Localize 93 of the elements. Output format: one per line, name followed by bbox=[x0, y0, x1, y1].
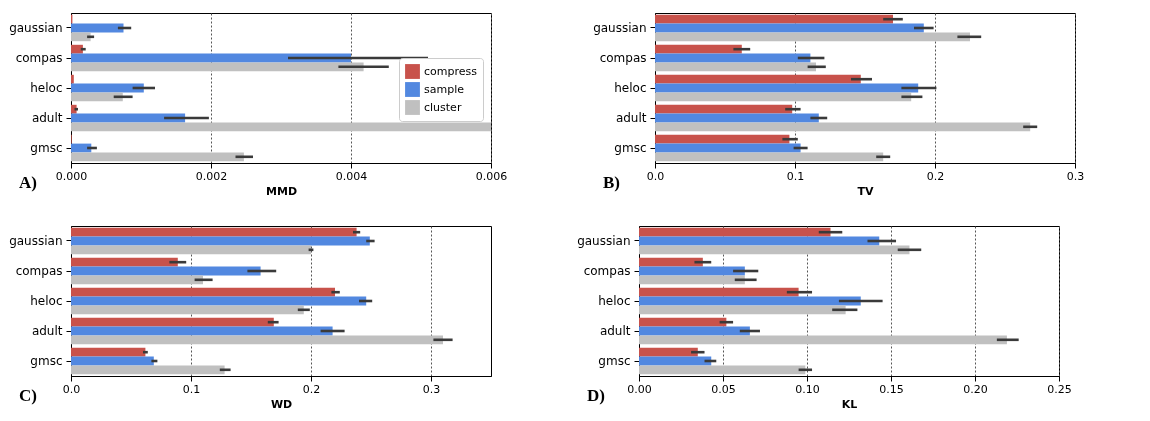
x-tick-label: 0.000 bbox=[55, 169, 88, 183]
y-tick-label: heloc bbox=[598, 294, 631, 308]
y-tick-label: compas bbox=[583, 264, 631, 278]
x-tick-label: 0.00 bbox=[627, 382, 652, 396]
y-tick-label: heloc bbox=[30, 294, 63, 308]
x-tick-label: 0.0 bbox=[62, 382, 81, 396]
x-axis-title: TV bbox=[857, 184, 874, 198]
bar bbox=[71, 326, 333, 336]
y-tick-label: gaussian bbox=[9, 21, 63, 35]
bar bbox=[639, 305, 846, 315]
bar bbox=[655, 113, 819, 123]
y-tick-label: gaussian bbox=[577, 234, 631, 248]
text: A) bbox=[19, 173, 37, 192]
y-tick-label: gaussian bbox=[9, 234, 63, 248]
x-axis-title: KL bbox=[841, 397, 858, 411]
x-tick-label: 0.1 bbox=[182, 382, 201, 396]
bar bbox=[639, 227, 831, 237]
bar bbox=[639, 335, 1007, 345]
legend-label: cluster bbox=[424, 100, 462, 114]
y-tick-label: gmsc bbox=[30, 141, 63, 155]
y-tick-label: heloc bbox=[30, 81, 63, 95]
bar bbox=[71, 335, 443, 345]
y-tick-label: gmsc bbox=[30, 354, 63, 368]
bar bbox=[71, 74, 74, 84]
bar bbox=[71, 44, 83, 54]
bar bbox=[639, 287, 799, 297]
y-tick-label: compas bbox=[15, 51, 63, 65]
x-tick-label: 0.002 bbox=[195, 169, 228, 183]
x-tick-label: 0.004 bbox=[335, 169, 368, 183]
bar bbox=[71, 356, 154, 366]
x-tick-label: 0.2 bbox=[302, 382, 321, 396]
bar bbox=[655, 92, 912, 102]
bar bbox=[71, 365, 225, 375]
legend-label: sample bbox=[424, 82, 465, 96]
x-tick-label: 0.3 bbox=[422, 382, 441, 396]
bar bbox=[655, 32, 970, 42]
x-tick-label: 0.0 bbox=[646, 169, 665, 183]
bar bbox=[655, 143, 801, 153]
bar bbox=[71, 236, 370, 246]
bar bbox=[71, 152, 244, 162]
x-tick-label: 0.1 bbox=[786, 169, 805, 183]
bar bbox=[71, 296, 367, 306]
bar bbox=[655, 23, 924, 33]
bar bbox=[655, 152, 884, 162]
y-tick-label: adult bbox=[31, 324, 63, 338]
bar bbox=[71, 275, 203, 285]
bar bbox=[655, 14, 893, 24]
y-tick-label: gmsc bbox=[598, 354, 631, 368]
bar bbox=[655, 122, 1031, 132]
bar bbox=[71, 257, 178, 267]
x-tick-label: 0.25 bbox=[1047, 382, 1072, 396]
text: C) bbox=[19, 386, 37, 405]
bar bbox=[655, 62, 816, 72]
bar bbox=[71, 287, 335, 297]
y-tick-label: adult bbox=[615, 111, 647, 125]
y-tick-label: compas bbox=[15, 264, 63, 278]
x-tick-label: 0.20 bbox=[963, 382, 988, 396]
y-tick-label: adult bbox=[599, 324, 631, 338]
text: D) bbox=[587, 386, 605, 405]
bar bbox=[639, 347, 698, 357]
x-axis-title: MMD bbox=[265, 184, 298, 198]
y-tick-label: heloc bbox=[614, 81, 647, 95]
x-tick-label: 0.10 bbox=[795, 382, 820, 396]
bar bbox=[71, 62, 364, 72]
bar bbox=[71, 245, 311, 255]
bar bbox=[71, 32, 91, 42]
bar bbox=[655, 104, 793, 114]
bar bbox=[639, 365, 806, 375]
bar bbox=[639, 245, 910, 255]
x-tick-label: 0.006 bbox=[475, 169, 508, 183]
bar bbox=[71, 227, 357, 237]
bar bbox=[639, 317, 727, 327]
text: B) bbox=[603, 173, 620, 192]
bar bbox=[639, 236, 880, 246]
bar bbox=[71, 92, 123, 102]
x-tick-label: 0.2 bbox=[926, 169, 945, 183]
bar bbox=[639, 257, 703, 267]
y-tick-label: compas bbox=[599, 51, 647, 65]
bar bbox=[71, 317, 274, 327]
bar bbox=[71, 347, 146, 357]
x-tick-label: 0.3 bbox=[1066, 169, 1085, 183]
x-tick-label: 0.05 bbox=[711, 382, 736, 396]
y-tick-label: gaussian bbox=[593, 21, 647, 35]
legend-label: compress bbox=[424, 64, 478, 78]
x-axis-title: WD bbox=[270, 397, 293, 411]
bar bbox=[639, 275, 745, 285]
bar bbox=[71, 305, 304, 315]
bar bbox=[655, 74, 861, 84]
x-tick-label: 0.15 bbox=[879, 382, 904, 396]
bar bbox=[655, 134, 790, 144]
y-tick-label: gmsc bbox=[614, 141, 647, 155]
bar bbox=[655, 44, 742, 54]
y-tick-label: adult bbox=[31, 111, 63, 125]
